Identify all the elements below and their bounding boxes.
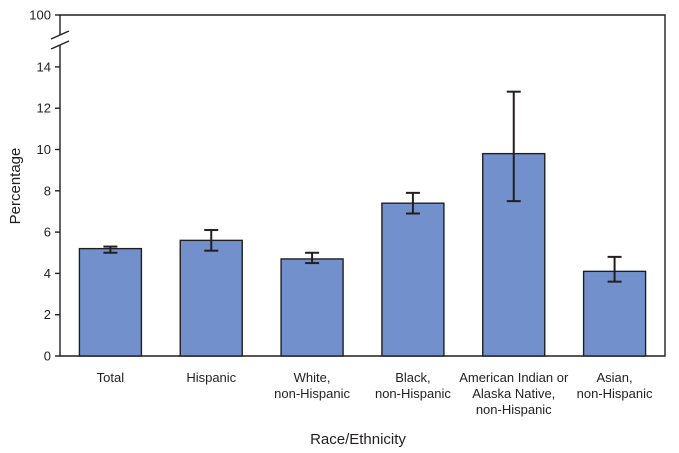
y-tick-label: 10 xyxy=(37,142,51,157)
bar xyxy=(280,258,344,357)
y-tick-label: 4 xyxy=(44,266,51,281)
y-tick-label: 100 xyxy=(29,8,51,23)
plot-frame xyxy=(59,14,666,357)
y-tick-label: 0 xyxy=(44,349,51,364)
y-tick-label: 14 xyxy=(37,59,51,74)
axis-break-mark xyxy=(50,40,70,50)
x-category-label: Black, non-Hispanic xyxy=(375,370,451,401)
x-category-label: White, non-Hispanic xyxy=(274,370,350,401)
bar xyxy=(582,270,647,357)
y-tick-label: 8 xyxy=(44,183,51,198)
axis-break-mark xyxy=(50,30,70,40)
bar xyxy=(179,239,243,357)
x-category-label: Hispanic xyxy=(186,370,236,385)
y-tick-label: 12 xyxy=(37,101,51,116)
bar xyxy=(381,202,445,357)
y-axis-title: Percentage xyxy=(7,148,24,225)
y-tick-label: 6 xyxy=(44,225,51,240)
x-category-label: Total xyxy=(97,370,125,385)
x-axis-title: Race/Ethnicity xyxy=(310,431,406,448)
x-category-label: American Indian or Alaska Native, non-Hisp… xyxy=(459,370,569,417)
bar xyxy=(78,247,143,357)
y-tick-label: 2 xyxy=(44,307,51,322)
x-category-label: Asian, non-Hispanic xyxy=(577,370,653,401)
